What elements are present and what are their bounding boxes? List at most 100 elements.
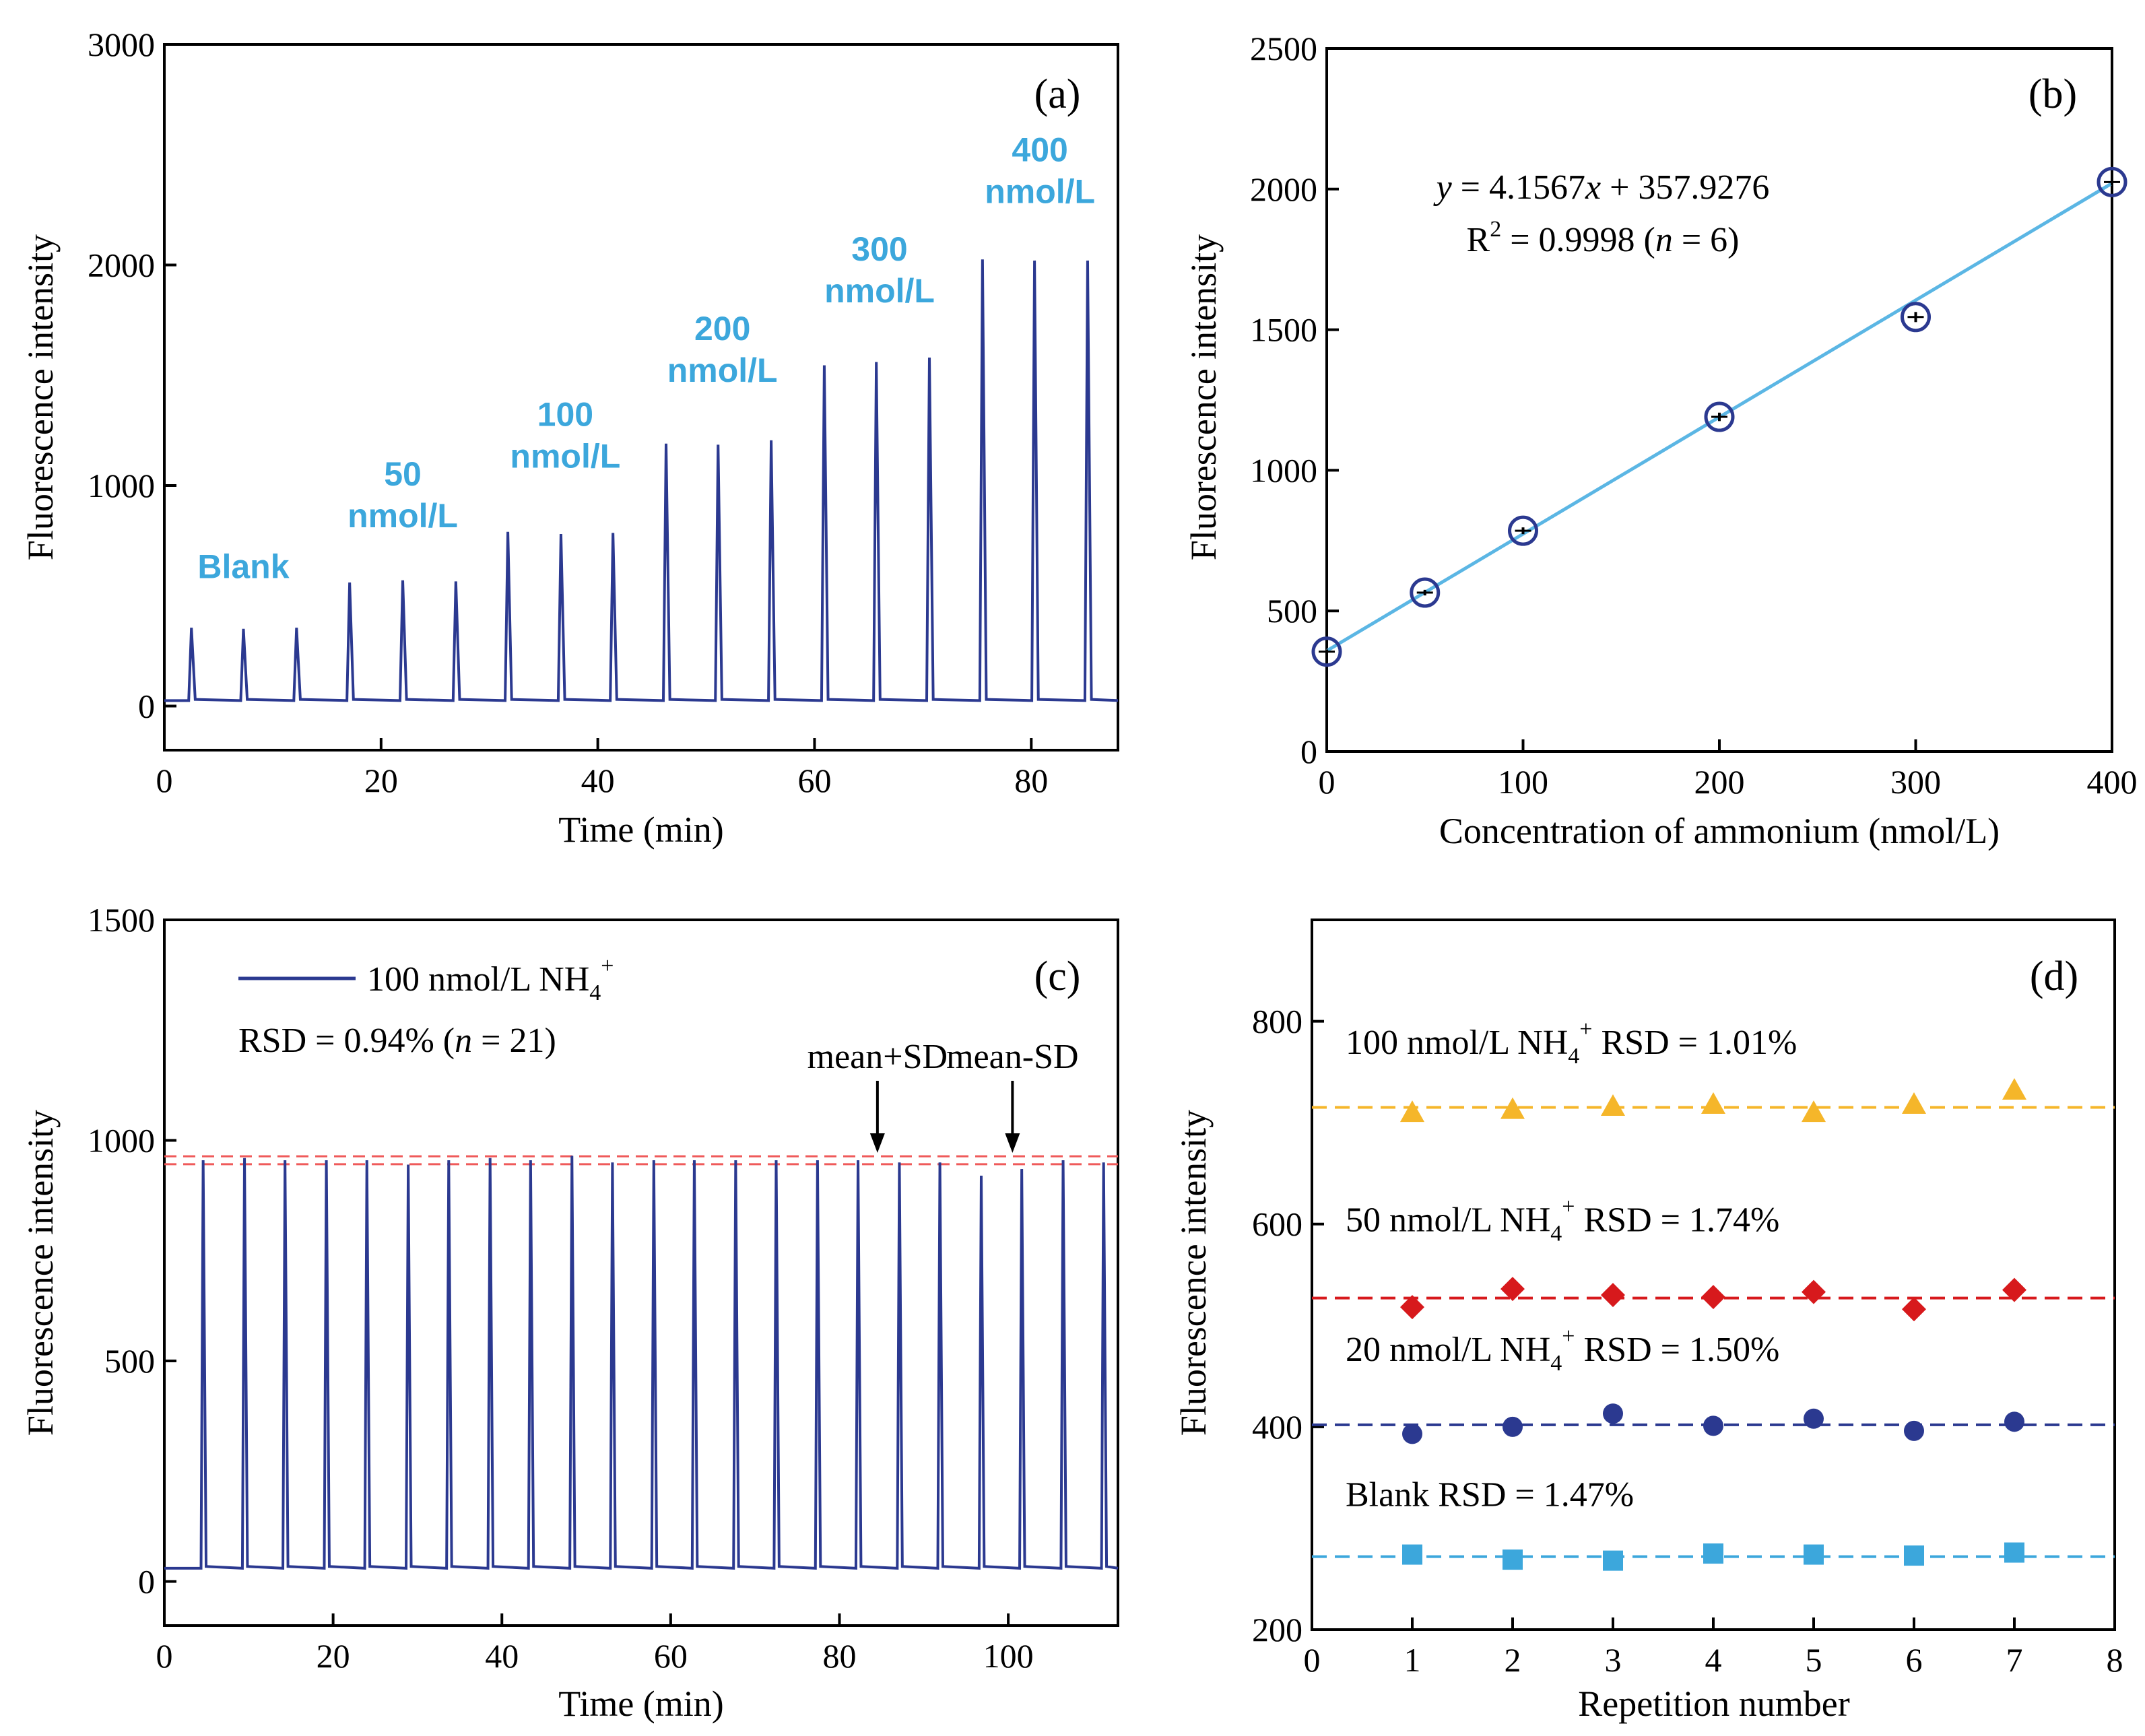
concentration-label: nmol/L <box>348 497 458 535</box>
x-tick-label: 5 <box>1806 1641 1822 1679</box>
panel-d-label: (d) <box>2030 954 2078 999</box>
panel-a-x-axis-title: Time (min) <box>558 809 724 850</box>
x-tick-label: 40 <box>581 762 615 799</box>
x-tick-label: 40 <box>485 1637 519 1675</box>
series-label-main: 20 nmol/L NH <box>1346 1331 1550 1369</box>
concentration-label: 50 <box>384 455 422 493</box>
x-tick-label: 0 <box>156 1637 173 1675</box>
diamond-marker <box>1701 1285 1725 1310</box>
x-tick-label: 4 <box>1705 1641 1722 1679</box>
y-tick-label: 1500 <box>88 901 155 939</box>
series-label-sub: 4 <box>1568 1044 1579 1069</box>
x-tick-label: 3 <box>1605 1641 1622 1679</box>
diamond-marker <box>2002 1277 2026 1302</box>
circle-marker <box>1703 1415 1723 1436</box>
legend-sub: 4 <box>589 980 601 1005</box>
concentration-label: 300 <box>851 230 907 268</box>
x-tick-label: 100 <box>983 1637 1034 1675</box>
x-tick-label: 8 <box>2107 1641 2123 1679</box>
series-label-rsd: RSD = 1.50% <box>1575 1331 1779 1369</box>
panel-b-calibration: 0 100 200 300 400 0 500 1000 1500 2000 2500 y = 4.… <box>1183 30 2138 851</box>
square-marker <box>1804 1544 1824 1565</box>
x-tick-label: 1 <box>1404 1641 1421 1679</box>
panel-c-signal-trace <box>164 1156 1119 1570</box>
x-tick-label: 200 <box>1694 763 1745 801</box>
r2-mid: = 0.9998 ( <box>1501 221 1655 259</box>
data-point <box>2097 166 2127 197</box>
triangle-marker <box>1500 1097 1525 1119</box>
x-tick-label: 0 <box>1319 763 1335 801</box>
eq-rest: = 4.1567 <box>1452 168 1585 207</box>
panel-c-label: (c) <box>1034 954 1081 999</box>
r2-sup: 2 <box>1490 217 1501 242</box>
x-tick-label: 60 <box>654 1637 688 1675</box>
y-tick-label: 800 <box>1252 1003 1302 1040</box>
square-marker <box>1402 1544 1422 1565</box>
triangle-marker <box>1400 1100 1424 1123</box>
r2-n: n <box>1655 221 1673 259</box>
series-label: 20 nmol/L NH4+ RSD = 1.50% <box>1346 1324 1779 1376</box>
x-tick-label: 300 <box>1890 763 1941 801</box>
panel-b-equation: y = 4.1567x + 357.9276 <box>1433 168 1770 207</box>
series-label-sup: + <box>1562 1194 1575 1219</box>
y-tick-label: 3000 <box>88 26 155 63</box>
y-tick-label: 600 <box>1252 1205 1302 1243</box>
triangle-marker <box>1902 1092 1926 1114</box>
panel-c-rsd: RSD = 0.94% (n = 21) <box>238 1022 556 1060</box>
series-label-main: 100 nmol/L NH <box>1346 1024 1568 1062</box>
diamond-marker <box>1902 1297 1926 1322</box>
series-label: 100 nmol/L NH4+ RSD = 1.01% <box>1346 1017 1797 1069</box>
diamond-marker <box>1400 1295 1424 1320</box>
series-label-sup: + <box>1562 1324 1575 1349</box>
panel-b-r2: R2 = 0.9998 (n = 6) <box>1467 217 1740 259</box>
circle-marker <box>1603 1403 1623 1424</box>
panel-a-label: (a) <box>1034 71 1081 117</box>
x-tick-label: 100 <box>1498 763 1548 801</box>
panel-b-x-axis-title: Concentration of ammonium (nmol/L) <box>1439 811 2000 851</box>
panel-a-signal-trace <box>164 259 1119 702</box>
eq-x: x <box>1585 168 1601 207</box>
circle-marker <box>2004 1411 2024 1432</box>
triangle-marker <box>1701 1092 1725 1114</box>
panel-d-x-axis-title: Repetition number <box>1578 1683 1849 1724</box>
y-tick-label: 2000 <box>88 246 155 284</box>
eq-y: y <box>1433 168 1453 207</box>
y-tick-label: 500 <box>104 1342 155 1380</box>
concentration-label: 400 <box>1012 131 1067 169</box>
panel-a-time-series: 0 20 40 60 80 0 1000 2000 3000 Blank 50 nmol/L 100 n… <box>20 26 1119 850</box>
y-tick-label: 1500 <box>1250 311 1317 349</box>
data-point <box>1901 302 1931 333</box>
square-marker <box>1703 1543 1723 1564</box>
y-tick-label: 1000 <box>88 1122 155 1160</box>
series-label-sub: 4 <box>1550 1221 1562 1246</box>
x-tick-label: 20 <box>364 762 398 799</box>
triangle-marker <box>1802 1100 1826 1123</box>
triangle-marker <box>1601 1094 1625 1116</box>
concentration-label: 200 <box>694 310 750 347</box>
rsd-n: n <box>455 1022 472 1060</box>
triangle-marker <box>2002 1077 2026 1100</box>
series-square: Blank RSD = 1.47% <box>1312 1475 2115 1571</box>
series-label-sub: 4 <box>1550 1351 1562 1376</box>
panel-c-legend-text: 100 nmol/L NH4+ <box>367 954 614 1005</box>
eq-tail: + 357.9276 <box>1601 168 1769 207</box>
panel-b-label: (b) <box>2028 71 2077 117</box>
x-tick-label: 80 <box>822 1637 856 1675</box>
panel-b-y-axis-title: Fluorescence intensity <box>1183 234 1224 560</box>
series-label-main: 50 nmol/L NH <box>1346 1201 1550 1239</box>
circle-marker <box>1503 1416 1523 1437</box>
x-tick-label: 400 <box>2087 763 2138 801</box>
rsd-suffix: = 21) <box>472 1022 556 1060</box>
y-tick-label: 2500 <box>1250 30 1317 67</box>
series-circle: 20 nmol/L NH4+ RSD = 1.50% <box>1312 1324 2115 1444</box>
legend-main: 100 nmol/L NH <box>367 960 589 999</box>
series-label-rsd: RSD = 1.01% <box>1592 1024 1797 1062</box>
concentration-label: nmol/L <box>667 352 778 389</box>
circle-marker <box>1804 1408 1824 1429</box>
square-marker <box>1904 1545 1924 1566</box>
concentration-label: nmol/L <box>510 438 620 475</box>
r2-r: R <box>1467 221 1490 259</box>
circle-marker <box>1402 1424 1422 1444</box>
